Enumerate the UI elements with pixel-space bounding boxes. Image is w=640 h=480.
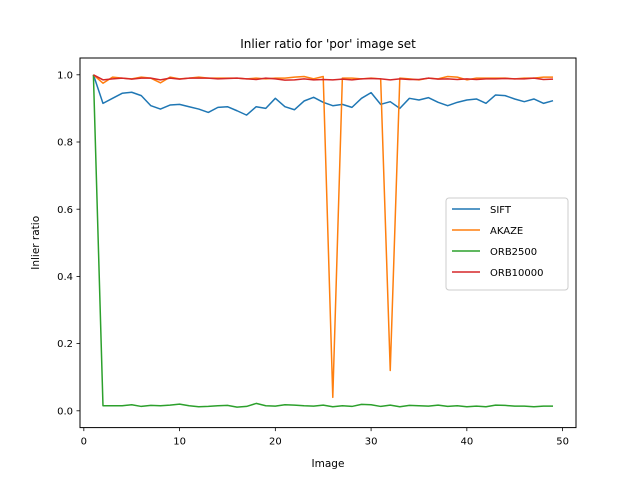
y-tick-label: 0.6 bbox=[57, 205, 73, 216]
plot-frame bbox=[79, 57, 577, 429]
legend-label: ORB10000 bbox=[490, 268, 544, 279]
y-axis: 0.0 0.2 0.4 0.6 0.8 1.0 bbox=[57, 70, 80, 417]
y-tick-label: 0.2 bbox=[57, 339, 73, 350]
series-line-orb10000 bbox=[93, 74, 554, 81]
x-tick-label: 10 bbox=[173, 437, 186, 448]
x-axis: 0 10 20 30 40 50 bbox=[81, 427, 569, 448]
y-tick-label: 0.4 bbox=[57, 272, 73, 283]
y-tick-label: 0.8 bbox=[57, 138, 73, 149]
series-line-orb2500 bbox=[92, 74, 554, 408]
legend: SIFT AKAZE ORB2500 ORB10000 bbox=[445, 197, 569, 291]
legend-label: ORB2500 bbox=[490, 247, 537, 258]
x-tick-label: 40 bbox=[460, 437, 473, 448]
x-tick-label: 0 bbox=[81, 437, 87, 448]
series-line-akaze bbox=[92, 74, 554, 399]
y-axis-label: Inlier ratio bbox=[30, 216, 42, 270]
series-line-sift bbox=[92, 74, 554, 116]
y-tick-label: 1.0 bbox=[57, 70, 73, 81]
legend-box bbox=[445, 197, 569, 291]
x-tick-label: 20 bbox=[269, 437, 282, 448]
y-tick-label: 0.0 bbox=[57, 406, 73, 417]
x-tick-label: 50 bbox=[556, 437, 569, 448]
x-axis-label: Image bbox=[312, 458, 345, 470]
chart-title: Inlier ratio for 'por' image set bbox=[240, 37, 416, 51]
legend-label: SIFT bbox=[490, 205, 512, 216]
legend-label: AKAZE bbox=[490, 226, 523, 237]
x-tick-label: 30 bbox=[365, 437, 378, 448]
plot-lines bbox=[92, 74, 554, 408]
